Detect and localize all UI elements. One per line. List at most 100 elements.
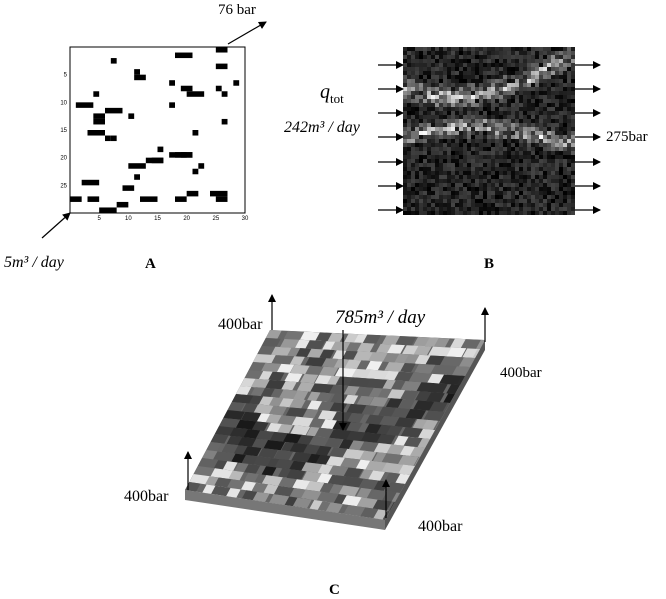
pixel <box>559 67 563 71</box>
pixel <box>487 135 491 139</box>
pixel <box>503 155 507 159</box>
pixel <box>535 87 539 91</box>
pixel <box>471 191 475 195</box>
pixel <box>571 163 575 167</box>
pixel <box>455 95 459 99</box>
pixel <box>571 67 575 71</box>
pixel <box>431 167 435 171</box>
pixel <box>555 75 559 79</box>
pixel <box>403 99 407 103</box>
pixel <box>527 123 531 127</box>
pixel <box>495 207 499 211</box>
pixel <box>551 151 555 155</box>
pixel <box>495 127 499 131</box>
pixel <box>531 71 535 75</box>
pixel <box>527 191 531 195</box>
pixel <box>531 99 535 103</box>
pixel <box>559 155 563 159</box>
pixel <box>423 179 427 183</box>
pixel <box>423 59 427 63</box>
pixel <box>503 103 507 107</box>
pixel <box>463 143 467 147</box>
pixel <box>555 123 559 127</box>
pixel <box>467 211 471 215</box>
pixel <box>423 75 427 79</box>
pixel <box>423 119 427 123</box>
pixel <box>423 143 427 147</box>
pixel <box>507 75 511 79</box>
pixel <box>499 203 503 207</box>
pixel <box>407 131 411 135</box>
pixel <box>467 159 471 163</box>
pixel <box>451 175 455 179</box>
pixel <box>415 155 419 159</box>
pixel <box>519 83 523 87</box>
pixel <box>411 99 415 103</box>
pixel <box>439 203 443 207</box>
pixel <box>423 163 427 167</box>
pixel <box>547 159 551 163</box>
pixel <box>535 71 539 75</box>
pixel <box>459 135 463 139</box>
block <box>134 75 146 81</box>
pixel <box>503 79 507 83</box>
pixel <box>543 147 547 151</box>
pixel <box>459 103 463 107</box>
pixel <box>495 119 499 123</box>
pixel <box>539 119 543 123</box>
pixel <box>459 163 463 167</box>
pixel <box>431 79 435 83</box>
pixel <box>411 143 415 147</box>
pixel <box>555 199 559 203</box>
pixel <box>483 99 487 103</box>
pixel <box>443 115 447 119</box>
pixel <box>503 191 507 195</box>
pixel <box>567 91 571 95</box>
pixel <box>551 183 555 187</box>
pixel <box>507 103 511 107</box>
pixel <box>407 71 411 75</box>
pixel <box>467 151 471 155</box>
pixel <box>507 191 511 195</box>
pixel <box>547 103 551 107</box>
block <box>216 196 228 202</box>
pixel <box>451 83 455 87</box>
pixel <box>559 47 563 51</box>
pixel <box>467 183 471 187</box>
pixel <box>551 91 555 95</box>
pixel <box>475 155 479 159</box>
pixel <box>571 147 575 151</box>
pixel <box>507 123 511 127</box>
pixel <box>531 123 535 127</box>
pixel <box>507 111 511 115</box>
pixel <box>491 55 495 59</box>
pixel <box>443 95 447 99</box>
pixel <box>539 167 543 171</box>
pixel <box>511 59 515 63</box>
pixel <box>419 91 423 95</box>
pixel <box>463 87 467 91</box>
pixel <box>411 67 415 71</box>
pixel <box>451 67 455 71</box>
pixel <box>451 99 455 103</box>
pixel <box>431 123 435 127</box>
pixel <box>447 131 451 135</box>
pixel <box>523 207 527 211</box>
pixel <box>519 67 523 71</box>
pixel <box>487 103 491 107</box>
pixel <box>563 131 567 135</box>
pixel <box>507 207 511 211</box>
pixel <box>495 91 499 95</box>
pixel <box>539 131 543 135</box>
pixel <box>431 131 435 135</box>
pixel <box>515 155 519 159</box>
pixel <box>419 135 423 139</box>
pixel <box>451 155 455 159</box>
pixel <box>475 179 479 183</box>
pixel <box>563 59 567 63</box>
pixel <box>479 175 483 179</box>
pixel <box>491 131 495 135</box>
pixel <box>551 75 555 79</box>
pixel <box>523 159 527 163</box>
pixel <box>527 163 531 167</box>
